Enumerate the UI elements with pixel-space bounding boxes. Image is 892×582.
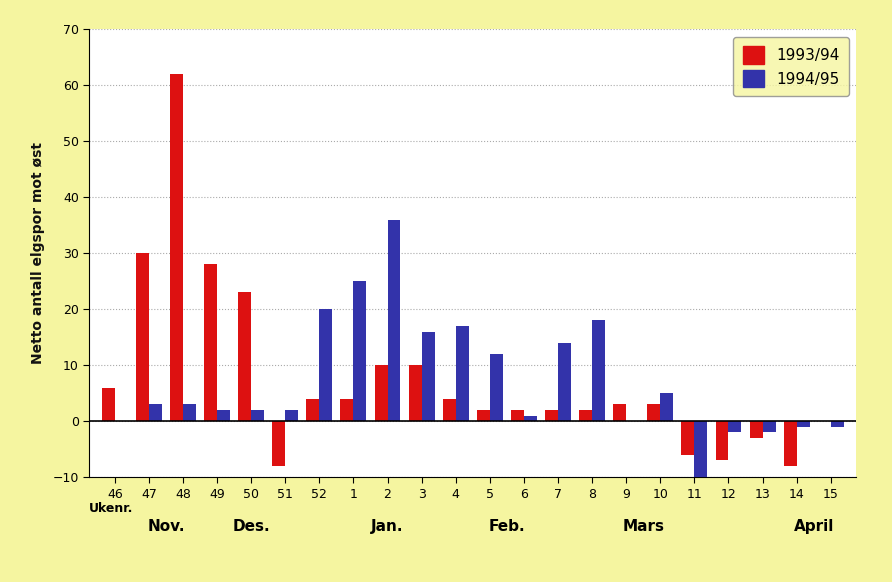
Text: April: April	[794, 519, 834, 534]
Bar	[409, 365, 422, 421]
Bar	[524, 416, 537, 421]
Text: Jan.: Jan.	[371, 519, 404, 534]
Bar	[375, 365, 387, 421]
Bar	[681, 421, 694, 455]
Bar	[763, 421, 775, 432]
Bar	[102, 388, 115, 421]
Bar	[511, 410, 524, 421]
Bar	[784, 421, 797, 466]
Bar	[490, 354, 503, 421]
Bar	[694, 421, 707, 477]
Text: Nov.: Nov.	[147, 519, 185, 534]
Bar	[660, 393, 673, 421]
Text: Feb.: Feb.	[489, 519, 525, 534]
Bar	[797, 421, 810, 427]
Bar	[545, 410, 558, 421]
Legend: 1993/94, 1994/95: 1993/94, 1994/95	[733, 37, 848, 97]
Bar	[830, 421, 844, 427]
Bar	[285, 410, 298, 421]
Bar	[183, 404, 196, 421]
Bar	[729, 421, 741, 432]
Bar	[715, 421, 729, 460]
Bar	[306, 399, 319, 421]
Bar	[387, 219, 401, 421]
Bar	[217, 410, 230, 421]
Bar	[272, 421, 285, 466]
Bar	[252, 410, 264, 421]
Bar	[341, 399, 353, 421]
Y-axis label: Netto antall elgspor mot øst: Netto antall elgspor mot øst	[31, 142, 45, 364]
Bar	[149, 404, 161, 421]
Bar	[422, 332, 434, 421]
Text: Mars: Mars	[623, 519, 665, 534]
Bar	[592, 320, 605, 421]
Bar	[749, 421, 763, 438]
Bar	[319, 309, 333, 421]
Bar	[456, 326, 468, 421]
Bar	[353, 281, 367, 421]
Text: Des.: Des.	[232, 519, 270, 534]
Bar	[136, 253, 149, 421]
Bar	[170, 74, 183, 421]
Bar	[648, 404, 660, 421]
Bar	[477, 410, 490, 421]
Bar	[238, 292, 252, 421]
Text: Ukenr.: Ukenr.	[89, 502, 134, 516]
Bar	[579, 410, 592, 421]
Bar	[613, 404, 626, 421]
Bar	[204, 264, 217, 421]
Bar	[442, 399, 456, 421]
Bar	[558, 343, 571, 421]
